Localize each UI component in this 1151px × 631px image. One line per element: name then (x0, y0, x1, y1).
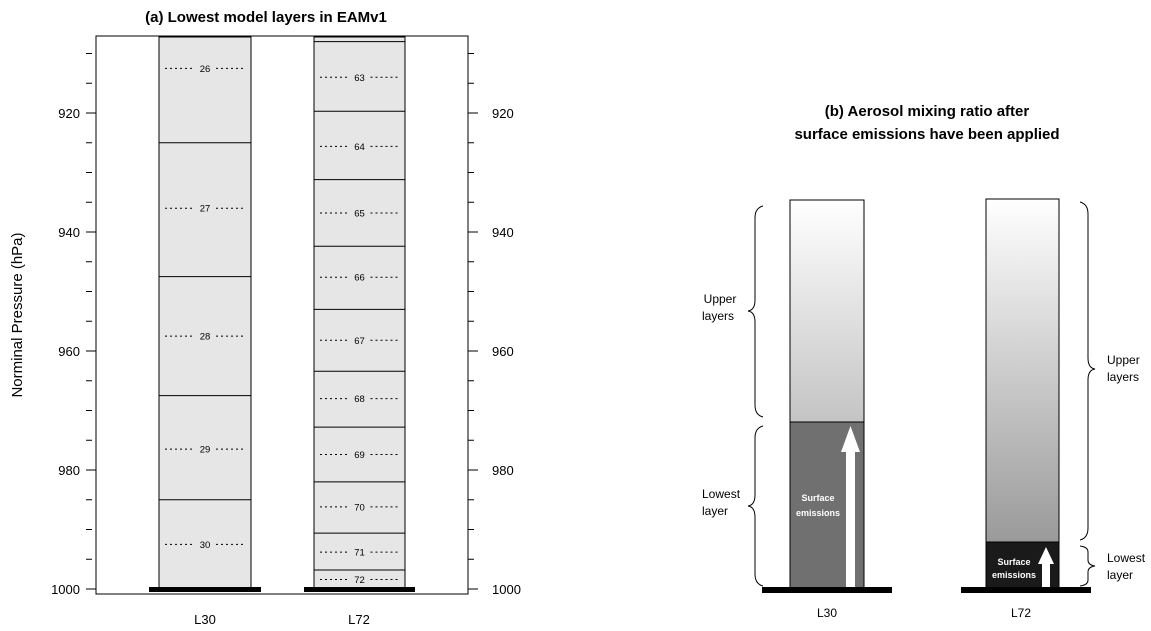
l72-emission-label-2: emissions (992, 570, 1036, 580)
layer-index-label: 63 (354, 73, 365, 84)
layer-index-label: 26 (200, 64, 211, 75)
l72-column: Surface emissions L72 Upper layers Lowes… (961, 198, 1146, 620)
l72-upper-label-2: layers (1107, 370, 1139, 384)
layer-index-label: 64 (354, 142, 365, 153)
y-tick-label-right: 1000 (492, 582, 521, 597)
y-tick-label-left: 960 (58, 344, 80, 359)
y-axis-ticks: 920 920 940 940 960 960 980 980 1000 1000 (51, 53, 521, 597)
panel-b-title-line2: surface emissions have been applied (794, 126, 1059, 143)
l30-lower-label-2: layer (702, 504, 728, 518)
l30-lower-label-1: Lowest (702, 487, 741, 501)
l30-lower-brace (747, 425, 764, 587)
l30-upper-layers (789, 199, 865, 423)
l72-upper-layers (985, 198, 1060, 543)
l30-emission-label-1: Surface (801, 493, 834, 503)
l72-column-label: L72 (1011, 606, 1031, 620)
l30-ground-bar (762, 587, 892, 593)
panel-a: (a) Lowest model layers in EAMv1 Normina… (9, 9, 521, 627)
l72-lower-label-2: layer (1107, 568, 1133, 582)
column-l72 (313, 36, 406, 590)
y-tick-label-left: 1000 (51, 582, 80, 597)
column-label-l72: L72 (348, 612, 370, 627)
layer-index-label: 71 (354, 548, 365, 559)
layer-index-label: 65 (354, 208, 365, 219)
layer-index-label: 30 (200, 540, 211, 551)
l72-emission-arrow (1038, 547, 1054, 588)
l72-lower-label-1: Lowest (1107, 551, 1146, 565)
surface-bar (149, 587, 261, 592)
l72-lower-brace (1079, 545, 1096, 587)
layer-index-label: 68 (354, 394, 365, 405)
layer-index-label: 72 (354, 575, 365, 586)
layer-index-label: 69 (354, 450, 365, 461)
l72-upper-label-1: Upper (1107, 353, 1140, 367)
layer-index-label: 70 (354, 502, 365, 513)
layer-index-label: 67 (354, 336, 365, 347)
l30-emission-label-2: emissions (796, 508, 840, 518)
l72-ground-bar (961, 587, 1091, 593)
l30-column-label: L30 (817, 606, 837, 620)
panel-b: (b) Aerosol mixing ratio after surface e… (702, 103, 1146, 620)
y-tick-label-left: 940 (58, 225, 80, 240)
surface-bar (304, 587, 415, 592)
column-label-l30: L30 (194, 612, 216, 627)
panel-a-frame (95, 35, 469, 595)
layer-index-label: 27 (200, 204, 211, 215)
column-l30 (158, 36, 252, 590)
layer-index-label: 28 (200, 332, 211, 343)
layer-columns: 26 27 28 29 30 63 64 65 66 67 68 69 70 71 72 (149, 36, 415, 592)
layer-index-label: 29 (200, 445, 211, 456)
l72-upper-brace (1079, 201, 1096, 541)
l30-emission-arrow (841, 426, 860, 588)
panel-a-title: (a) Lowest model layers in EAMv1 (145, 9, 387, 26)
l30-upper-label-1: Upper (704, 292, 737, 306)
y-tick-label-right: 940 (492, 225, 514, 240)
panel-b-title-line1: (b) Aerosol mixing ratio after (825, 103, 1030, 120)
l30-upper-brace (747, 205, 764, 418)
y-tick-label-right: 920 (492, 106, 514, 121)
y-tick-label-left: 920 (58, 106, 80, 121)
y-tick-label-right: 960 (492, 344, 514, 359)
layer-index-label: 66 (354, 273, 365, 284)
y-tick-label-left: 980 (58, 463, 80, 478)
l30-upper-label-2: layers (702, 309, 734, 323)
l72-emission-label-1: Surface (997, 557, 1030, 567)
panel-a-ylabel: Norminal Pressure (hPa) (9, 232, 26, 397)
y-tick-label-right: 980 (492, 463, 514, 478)
l30-column: Surface emissions L30 Upper layers Lowes… (702, 199, 892, 620)
